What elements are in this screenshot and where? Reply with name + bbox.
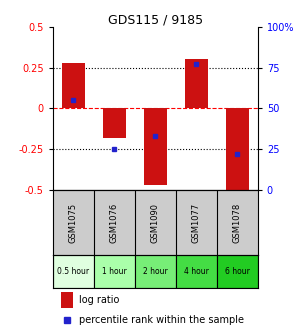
Bar xyxy=(135,255,176,288)
Text: GSM1077: GSM1077 xyxy=(192,202,201,243)
Bar xyxy=(226,109,248,190)
Bar xyxy=(62,63,84,109)
Bar xyxy=(103,109,125,138)
Text: GSM1090: GSM1090 xyxy=(151,203,160,243)
Bar xyxy=(94,255,135,288)
Title: GDS115 / 9185: GDS115 / 9185 xyxy=(108,14,203,27)
Bar xyxy=(185,59,207,109)
Bar xyxy=(144,109,166,185)
Bar xyxy=(61,292,73,308)
Text: GSM1075: GSM1075 xyxy=(69,203,78,243)
Text: log ratio: log ratio xyxy=(79,295,120,305)
Bar xyxy=(53,255,94,288)
Bar xyxy=(217,255,258,288)
Text: 6 hour: 6 hour xyxy=(225,267,250,276)
Text: GSM1078: GSM1078 xyxy=(233,202,242,243)
Text: 4 hour: 4 hour xyxy=(184,267,209,276)
Text: 0.5 hour: 0.5 hour xyxy=(57,267,89,276)
Text: percentile rank within the sample: percentile rank within the sample xyxy=(79,315,244,325)
Bar xyxy=(176,255,217,288)
Text: 2 hour: 2 hour xyxy=(143,267,168,276)
Text: 1 hour: 1 hour xyxy=(102,267,127,276)
Text: GSM1076: GSM1076 xyxy=(110,202,119,243)
